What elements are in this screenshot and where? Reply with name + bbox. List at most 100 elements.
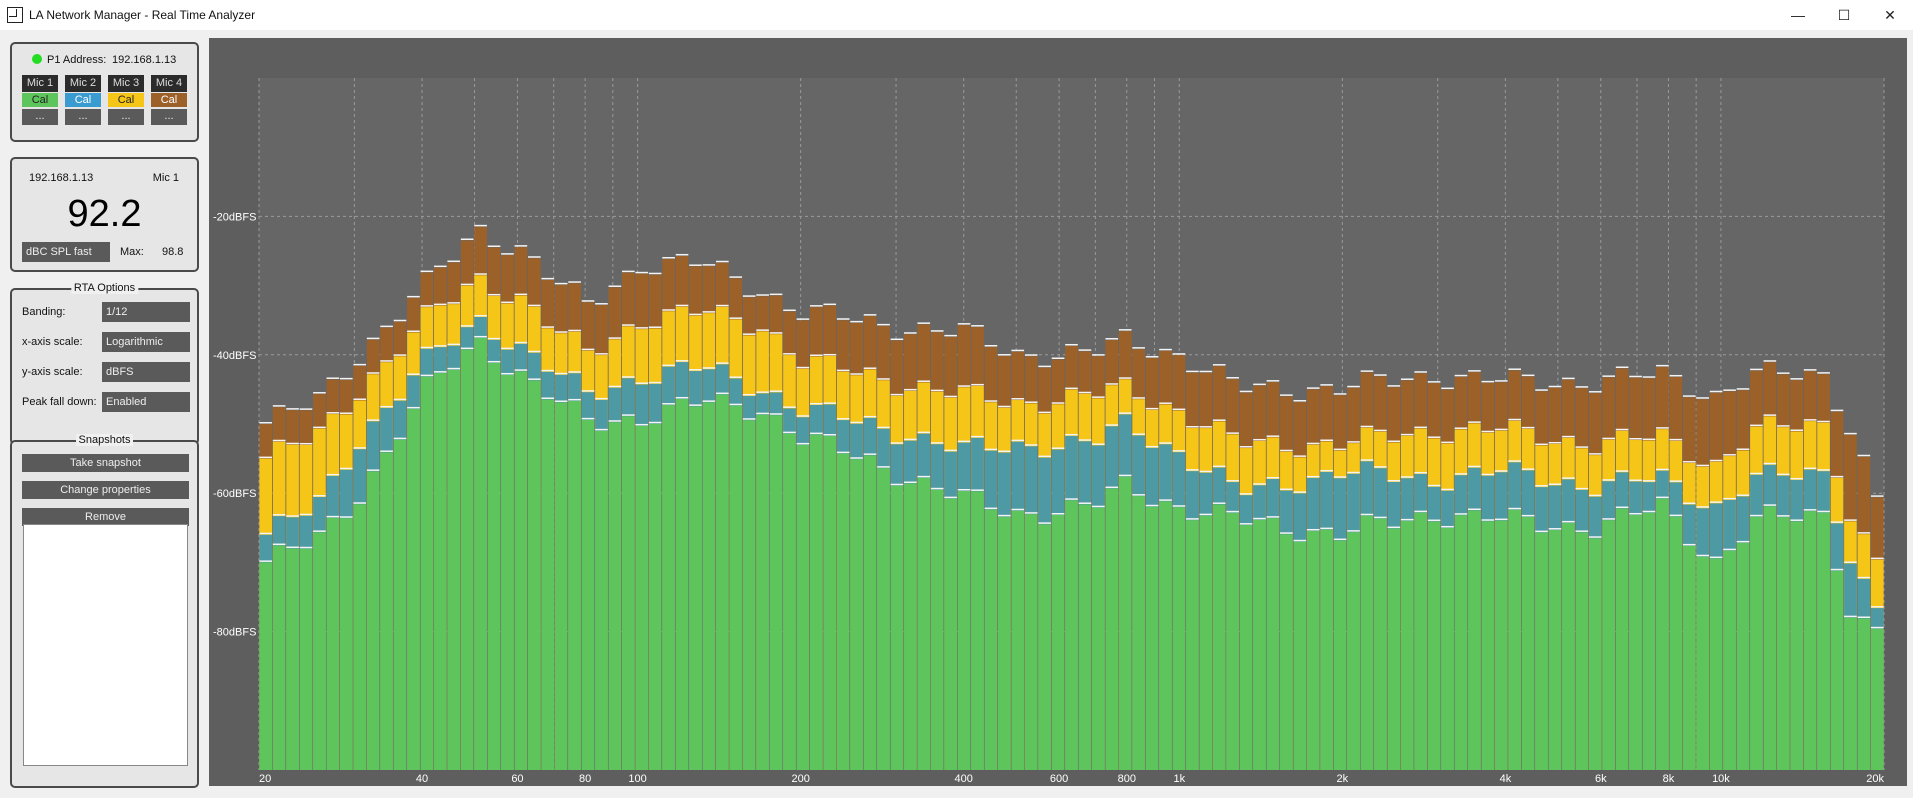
peak-marker (1857, 576, 1871, 579)
peak-marker (1468, 370, 1481, 372)
peak-marker (823, 402, 837, 404)
mic-3-button[interactable]: Mic 3 (108, 75, 144, 92)
peak-marker (1159, 348, 1172, 351)
peak-marker (1682, 502, 1696, 505)
peak-marker (1038, 365, 1051, 368)
remove-button[interactable]: Remove (22, 508, 189, 526)
x-tick-label: 600 (1050, 773, 1068, 785)
take-snapshot-button[interactable]: Take snapshot (22, 454, 189, 472)
peak-marker (1790, 519, 1804, 521)
peak-marker (1521, 374, 1535, 377)
bar-mic-1 (286, 548, 299, 770)
peak-marker (1280, 532, 1293, 534)
bar-mic-1 (1092, 507, 1105, 770)
peak-marker (581, 348, 595, 351)
peak-marker (272, 439, 286, 442)
mic-1-button[interactable]: Mic 1 (22, 75, 58, 92)
peak-marker (1293, 491, 1307, 493)
bar-mic-1 (1400, 520, 1414, 770)
peak-marker (1145, 445, 1159, 448)
bar-mic-1 (1803, 511, 1817, 770)
peak-marker (1776, 473, 1790, 476)
peak-marker (595, 397, 608, 400)
peak-marker (339, 516, 353, 518)
mic-4-more-button[interactable]: ... (151, 109, 187, 125)
bar-mic-1 (998, 516, 1011, 770)
peak-marker (1521, 514, 1535, 517)
peak-marker (1172, 505, 1186, 507)
peak-marker (1750, 368, 1763, 371)
peak-marker (944, 395, 957, 398)
mic-1-more-button[interactable]: ... (22, 109, 58, 125)
peak-marker (742, 333, 756, 335)
peak-marker (272, 543, 286, 546)
yscale-select[interactable]: dBFS (102, 362, 190, 382)
banding-select[interactable]: 1/12 (102, 302, 190, 322)
peak-marker (447, 343, 461, 346)
bar-mic-1 (1118, 476, 1132, 770)
peak-marker (420, 305, 434, 307)
bar-mic-1 (1508, 509, 1521, 770)
peak-marker (1709, 556, 1723, 559)
close-button[interactable]: ✕ (1884, 6, 1896, 23)
mic-4-cal[interactable]: Cal (151, 93, 187, 107)
bar-mic-1 (1414, 512, 1427, 770)
x-tick-label: 6k (1595, 773, 1607, 785)
bar-mic-1 (1024, 514, 1038, 770)
peak-marker (1400, 433, 1414, 436)
peak-marker (662, 309, 675, 311)
bar-mic-1 (272, 545, 286, 770)
change-properties-button[interactable]: Change properties (22, 481, 189, 499)
bar-mic-1 (1669, 516, 1683, 770)
peak-marker (1535, 530, 1548, 533)
bar-mic-1 (1468, 510, 1481, 770)
bar-mic-1 (836, 453, 850, 770)
peak-marker (407, 330, 420, 333)
peak-marker (1253, 517, 1266, 520)
peak-marker (1682, 395, 1696, 397)
peak-marker (1696, 464, 1710, 467)
peak-marker (608, 385, 622, 388)
bar-mic-1 (1280, 534, 1293, 770)
peak-marker (1172, 353, 1186, 355)
peak-select[interactable]: Enabled (102, 392, 190, 412)
peak-marker (1065, 387, 1078, 390)
peak-marker (917, 475, 931, 478)
peak-marker (1481, 519, 1495, 521)
bar-mic-1 (1750, 516, 1763, 770)
rta-chart[interactable]: -20dBFS -40dBFS -60dBFS -80dBFS 20 40 60 80 100 2… (209, 38, 1907, 786)
mic-2-more-button[interactable]: ... (65, 109, 101, 125)
minimize-button[interactable]: — (1791, 7, 1805, 23)
peak-marker (1494, 428, 1508, 431)
peak-marker (1280, 449, 1293, 452)
peak-marker (729, 276, 743, 278)
bar-mic-1 (1360, 515, 1374, 770)
mic-2-button[interactable]: Mic 2 (65, 75, 101, 92)
peak-marker (1696, 397, 1710, 399)
peak-marker (1494, 380, 1508, 382)
snapshot-list[interactable] (23, 524, 188, 766)
peak-marker (487, 337, 501, 340)
peak-marker (1414, 510, 1427, 513)
xscale-select[interactable]: Logarithmic (102, 332, 190, 352)
peak-marker (1360, 459, 1374, 461)
peak-marker (1145, 356, 1159, 358)
maximize-button[interactable]: ☐ (1837, 6, 1851, 23)
peak-marker (998, 354, 1011, 356)
mic-3-more-button[interactable]: ... (108, 109, 144, 125)
peak-marker (380, 360, 393, 362)
peak-marker (1629, 512, 1642, 515)
mic-2-cal[interactable]: Cal (65, 93, 101, 107)
bar-mic-1 (447, 369, 461, 770)
bar-mic-1 (1696, 556, 1710, 770)
weighting-button[interactable]: dBC SPL fast (22, 242, 110, 262)
peak-marker (501, 372, 514, 375)
mic-1-cal[interactable]: Cal (22, 93, 58, 107)
status-led-icon (32, 54, 42, 64)
mic-3-cal[interactable]: Cal (108, 93, 144, 107)
peak-marker (769, 293, 783, 296)
peak-marker (1588, 536, 1602, 538)
peak-marker (1494, 518, 1508, 521)
peak-marker (984, 448, 998, 451)
mic-4-button[interactable]: Mic 4 (151, 75, 187, 92)
